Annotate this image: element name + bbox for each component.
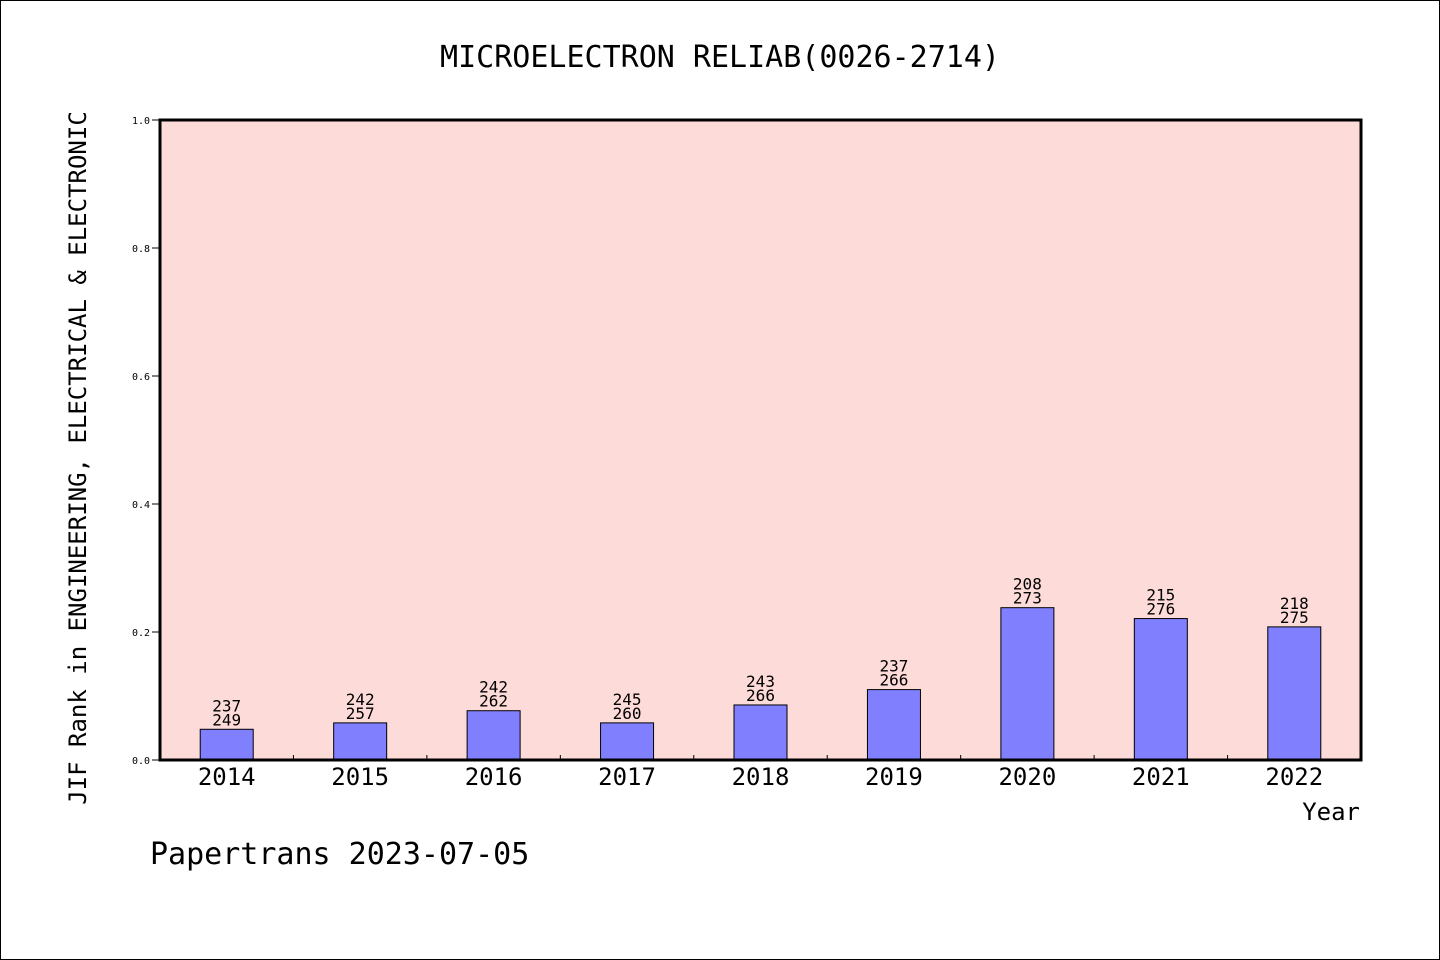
bar-label-top: 237: [879, 657, 908, 676]
bar-2018: [733, 704, 788, 761]
bar-2017: [600, 722, 655, 761]
x-tick-label: 2021: [1132, 763, 1190, 791]
bar-label-top: 242: [346, 690, 375, 709]
y-tick-label: 0.2: [132, 628, 150, 639]
x-axis-title: Year: [1302, 798, 1360, 826]
bar-2020: [1000, 607, 1055, 761]
bar-2015: [333, 722, 388, 761]
bar-label-bottom: 276: [1146, 600, 1175, 619]
bar-label-top: 237: [212, 696, 241, 715]
x-tick-label: 2015: [331, 763, 389, 791]
bar-2022: [1267, 626, 1322, 761]
x-axis: 2014 2015 2016 2017 2018 2019 2020 2021 2022: [198, 755, 1323, 791]
y-tick-label: 0.8: [132, 244, 150, 255]
plot-border: [158, 118, 1363, 762]
bar-2014: [199, 728, 254, 761]
x-tick-label: 2014: [198, 763, 256, 791]
y-axis-title: JIF Rank in ENGINEERING, ELECTRICAL & EL…: [64, 111, 92, 805]
x-tick-label: 2018: [732, 763, 790, 791]
bar-label-top: 242: [479, 678, 508, 697]
bar-label-top: 245: [613, 690, 642, 709]
bar-label-bottom: 273: [1013, 589, 1042, 608]
x-tick-label: 2016: [465, 763, 523, 791]
bar-label-bottom: 266: [879, 671, 908, 690]
x-tick-label: 2022: [1265, 763, 1323, 791]
bar-2019: [866, 689, 921, 761]
chart-title: MICROELECTRON RELIAB(0026-2714): [440, 40, 1000, 75]
x-tick-label: 2019: [865, 763, 923, 791]
bar-label-top: 215: [1146, 586, 1175, 605]
bar-2021: [1133, 618, 1188, 761]
footer-credit: Papertrans 2023-07-05: [150, 837, 529, 872]
x-tick-label: 2017: [598, 763, 656, 791]
bar-label-bottom: 266: [746, 686, 775, 705]
y-tick-label: 0.6: [132, 372, 150, 383]
bar-label-bottom: 249: [212, 710, 241, 729]
bar-label-top: 208: [1013, 575, 1042, 594]
y-tick-label: 0.0: [132, 756, 150, 767]
y-axis: 0.0 0.2 0.4 0.6 0.8 1.0: [132, 116, 160, 767]
bar-label-bottom: 260: [613, 704, 642, 723]
bar-label-top: 218: [1280, 594, 1309, 613]
y-tick-label: 1.0: [132, 116, 150, 127]
bar-label-bottom: 275: [1280, 608, 1309, 627]
x-tick-label: 2020: [998, 763, 1056, 791]
bar-label-bottom: 262: [479, 692, 508, 711]
bar-label-bottom: 257: [346, 704, 375, 723]
y-tick-label: 0.4: [132, 500, 150, 511]
bar-2016: [466, 710, 521, 761]
bar-label-top: 243: [746, 672, 775, 691]
